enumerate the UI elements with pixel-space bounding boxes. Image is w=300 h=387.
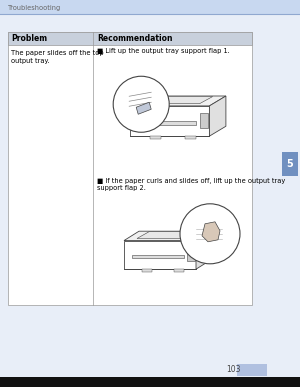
Bar: [139, 121, 196, 125]
Bar: [0, 0, 300, 14]
Polygon shape: [209, 96, 226, 136]
FancyBboxPatch shape: [130, 106, 209, 136]
Bar: [185, 136, 196, 139]
Text: ■ If the paper curls and slides off, lift up the output tray support flap 2.: ■ If the paper curls and slides off, lif…: [97, 178, 285, 191]
Text: The paper slides off the top
output tray.: The paper slides off the top output tray…: [11, 50, 104, 65]
Bar: [200, 113, 208, 128]
Circle shape: [113, 76, 169, 132]
Bar: [174, 269, 184, 272]
Bar: [237, 364, 267, 376]
Text: Problem: Problem: [11, 34, 47, 43]
Polygon shape: [130, 96, 226, 106]
Polygon shape: [202, 222, 220, 242]
Bar: [150, 136, 161, 139]
Bar: [142, 269, 152, 272]
Text: 5: 5: [286, 159, 293, 169]
Bar: [282, 152, 298, 176]
Bar: [8, 32, 252, 305]
Polygon shape: [196, 231, 211, 269]
Bar: [8, 32, 252, 45]
Text: Troubleshooting: Troubleshooting: [8, 5, 61, 11]
Bar: [132, 255, 184, 258]
Bar: [0, 377, 300, 387]
Bar: [187, 247, 195, 261]
Polygon shape: [136, 102, 151, 114]
FancyBboxPatch shape: [124, 241, 196, 269]
Text: ■ Lift up the output tray support flap 1.: ■ Lift up the output tray support flap 1…: [97, 48, 230, 54]
Polygon shape: [137, 232, 199, 238]
Circle shape: [180, 204, 240, 264]
Polygon shape: [124, 231, 211, 241]
Text: 103: 103: [226, 365, 241, 375]
Polygon shape: [145, 96, 213, 104]
Text: Recommendation: Recommendation: [97, 34, 172, 43]
